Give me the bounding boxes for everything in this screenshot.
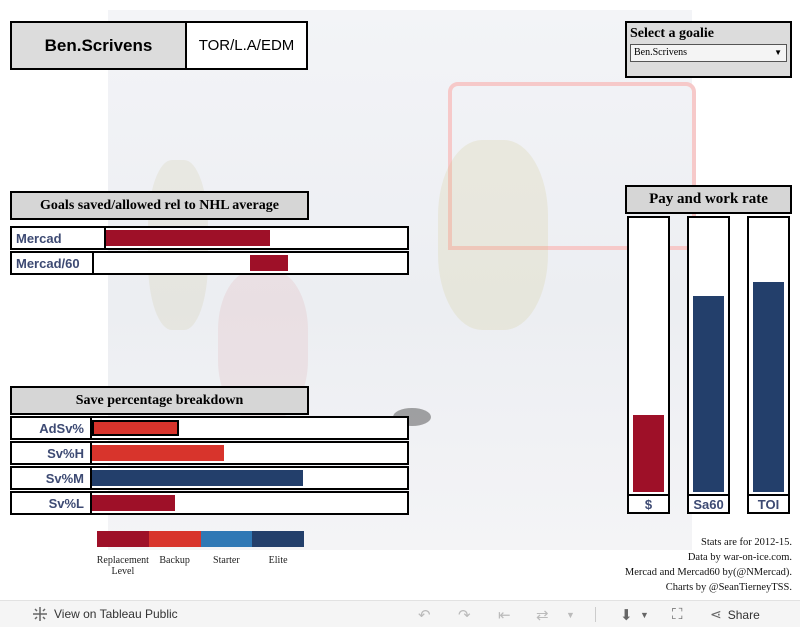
goalie-name: Ben.Scrivens [10, 21, 187, 70]
goals-row-label: Mercad [10, 226, 106, 250]
goalie-dropdown-value: Ben.Scrivens [634, 47, 688, 58]
save-bar [92, 495, 176, 511]
share-button[interactable]: ⋖ Share [710, 606, 760, 623]
credit-line: Charts by @SeanTierneyTSS. [665, 582, 792, 593]
save-section-title: Save percentage breakdown [10, 386, 309, 415]
pay-bar-track [627, 216, 670, 496]
legend-label: Backup [159, 555, 190, 566]
legend-swatch [200, 531, 253, 547]
pay-bar [753, 282, 784, 492]
goalie-selector-title: Select a goalie [630, 26, 714, 41]
save-row-track [90, 491, 409, 515]
save-row-label: AdSv% [10, 416, 92, 440]
goalie-teams: TOR/L.A/EDM [185, 21, 308, 70]
pay-bar [633, 414, 664, 492]
goals-row-label: Mercad/60 [10, 251, 94, 275]
refresh-icon[interactable]: ⇄ [536, 607, 549, 624]
pay-bar-label: TOI [747, 494, 790, 514]
credit-line: Data by war-on-ice.com. [687, 552, 792, 563]
legend-label: Starter [213, 555, 240, 566]
refresh-menu-chevron-icon[interactable]: ▼ [566, 610, 575, 620]
share-label: Share [727, 607, 760, 622]
pay-section-title: Pay and work rate [625, 185, 792, 214]
save-row-label: Sv%M [10, 466, 92, 490]
view-on-tableau-label: View on Tableau Public [54, 607, 178, 621]
toolbar-divider [595, 607, 596, 622]
goals-bar [249, 255, 288, 271]
legend-swatch [252, 531, 304, 547]
save-row-label: Sv%H [10, 441, 92, 465]
goalie-selector-panel: Select a goalie Ben.Scrivens ▼ [625, 21, 792, 78]
goals-row-track [92, 251, 409, 275]
color-legend: Replacement Level Backup Starter Elite [97, 531, 304, 586]
credits: Stats are for 2012-15. Data by war-on-ic… [472, 535, 792, 595]
download-menu-chevron-icon[interactable]: ▼ [640, 610, 649, 620]
redo-icon[interactable]: ↷ [458, 607, 471, 624]
hockey-net [448, 82, 696, 250]
pay-bar-label: Sa60 [687, 494, 730, 514]
legend-label: Elite [268, 555, 288, 566]
share-icon: ⋖ [710, 606, 722, 622]
goals-section-title: Goals saved/allowed rel to NHL average [10, 191, 309, 220]
save-row-track [90, 441, 409, 465]
save-row-label: Sv%L [10, 491, 92, 515]
goals-row-track [104, 226, 409, 250]
fullscreen-icon[interactable]: ⛶ [672, 606, 683, 623]
pay-bar-track [747, 216, 790, 496]
download-icon[interactable]: ⬇ [620, 607, 633, 624]
save-bar [92, 420, 179, 436]
save-row-track [90, 416, 409, 440]
chevron-down-icon: ▼ [774, 48, 782, 57]
goals-bar [106, 230, 271, 246]
legend-swatch [148, 531, 201, 547]
view-on-tableau-link[interactable]: View on Tableau Public [32, 606, 178, 622]
save-bar [92, 445, 225, 461]
pay-bar-label: $ [627, 494, 670, 514]
goalie-dropdown[interactable]: Ben.Scrivens ▼ [630, 44, 787, 62]
tableau-toolbar: View on Tableau Public ↶ ↷ ⇤ ⇄ ▼ ⬇ ▼ ⛶ ⋖… [0, 600, 800, 627]
legend-label: Replacement Level [96, 555, 149, 577]
goalie-figure [438, 140, 548, 330]
credit-line: Stats are for 2012-15. [701, 537, 792, 548]
revert-icon[interactable]: ⇤ [498, 607, 511, 624]
undo-icon[interactable]: ↶ [418, 607, 431, 624]
save-bar [92, 470, 304, 486]
pay-bar-track [687, 216, 730, 496]
credit-line: Mercad and Mercad60 by(@NMercad). [624, 567, 792, 578]
save-row-track [90, 466, 409, 490]
tableau-logo-icon [33, 607, 47, 621]
pay-bar [693, 296, 724, 492]
legend-swatch [97, 531, 149, 547]
